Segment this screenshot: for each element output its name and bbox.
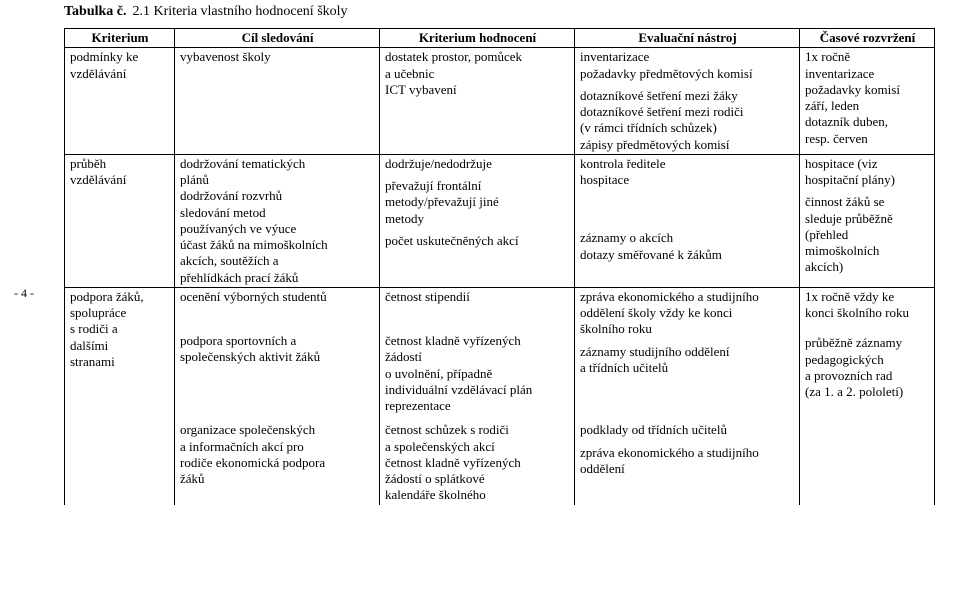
col-kriterium-hod: Kriterium hodnocení xyxy=(380,29,575,48)
cell: hospitace (viz hospitační plány) činnost… xyxy=(800,154,935,287)
cell xyxy=(800,415,935,504)
table-row: podpora žáků, spolupráce s rodiči a dalš… xyxy=(65,287,935,415)
cell: vybavenost školy xyxy=(175,48,380,155)
cell: podpora žáků, spolupráce s rodiči a dalš… xyxy=(65,287,175,415)
col-casove: Časové rozvržení xyxy=(800,29,935,48)
cell: dostatek prostor, pomůcek a učebnic ICT … xyxy=(380,48,575,155)
cell: podmínky ke vzdělávání xyxy=(65,48,175,155)
cell xyxy=(65,415,175,504)
cell: četnost stipendií četnost kladně vyřízen… xyxy=(380,287,575,415)
cell: zpráva ekonomického a studijního oddělen… xyxy=(575,287,800,415)
cell: četnost schůzek s rodiči a společenských… xyxy=(380,415,575,504)
side-page-number: - 4 - xyxy=(14,286,34,301)
cell: dodržování tematických plánů dodržování … xyxy=(175,154,380,287)
cell: podklady od třídních učitelů zpráva ekon… xyxy=(575,415,800,504)
cell: dodržuje/nedodržuje převažují frontální … xyxy=(380,154,575,287)
cell: průběh vzdělávání xyxy=(65,154,175,287)
col-cil: Cíl sledování xyxy=(175,29,380,48)
col-evaluacni: Evaluační nástroj xyxy=(575,29,800,48)
table-header-row: Kriterium Cíl sledování Kriterium hodnoc… xyxy=(65,29,935,48)
heading-row: Tabulka č. 2.1 Kriteria vlastního hodnoc… xyxy=(64,4,940,20)
cell: organizace společenských a informačních … xyxy=(175,415,380,504)
cell: 1x ročně inventarizace požadavky komisí … xyxy=(800,48,935,155)
cell: ocenění výborných studentů podpora sport… xyxy=(175,287,380,415)
table-row: podmínky ke vzdělávání vybavenost školy … xyxy=(65,48,935,155)
page: - 4 - Tabulka č. 2.1 Kriteria vlastního … xyxy=(0,0,960,596)
cell: kontrola ředitele hospitace záznamy o ak… xyxy=(575,154,800,287)
cell: 1x ročně vždy ke konci školního roku prů… xyxy=(800,287,935,415)
cell: inventarizace požadavky předmětových kom… xyxy=(575,48,800,155)
col-kriterium: Kriterium xyxy=(65,29,175,48)
table-row: průběh vzdělávání dodržování tematických… xyxy=(65,154,935,287)
table-subheading: 2.1 Kriteria vlastního hodnocení školy xyxy=(133,4,348,20)
table-row: organizace společenských a informačních … xyxy=(65,415,935,504)
table-heading: Tabulka č. xyxy=(64,4,127,20)
criteria-table: Kriterium Cíl sledování Kriterium hodnoc… xyxy=(64,28,935,505)
